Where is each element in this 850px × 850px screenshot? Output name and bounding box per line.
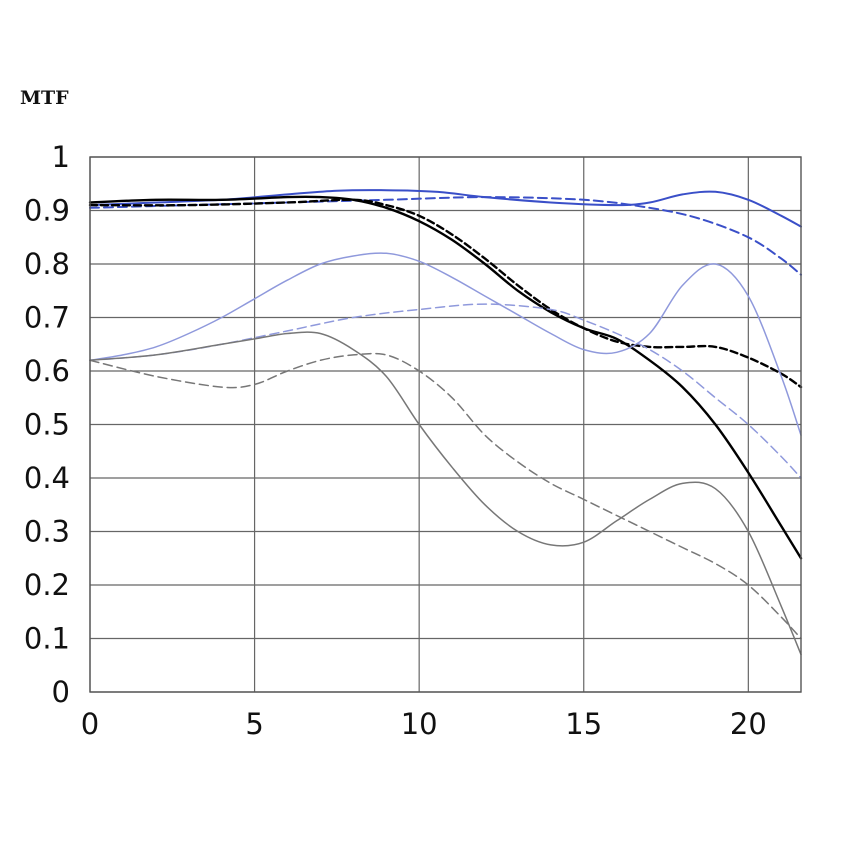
series-lightblue-solid [89, 252, 802, 436]
y-tick-label-7: 0.7 [24, 301, 70, 335]
series-gray-solid [89, 331, 802, 656]
series-layer [88, 189, 803, 656]
x-tick-labels: 0 5 10 15 20 [81, 707, 767, 741]
series-lightblue-dashed [89, 303, 802, 479]
grid [89, 156, 801, 693]
y-tick-label-0: 0 [52, 675, 70, 709]
y-axis-title: MTF [20, 87, 69, 109]
series-gray-dashed [89, 352, 802, 640]
x-tick-label-2: 10 [401, 707, 438, 741]
y-tick-label-10: 1 [52, 140, 70, 174]
y-tick-label-8: 0.8 [24, 247, 70, 281]
y-tick-label-5: 0.5 [24, 408, 70, 442]
x-tick-label-3: 15 [565, 707, 602, 741]
y-tick-labels: 0 0.1 0.2 0.3 0.4 0.5 0.6 0.7 0.8 0.9 1 [24, 140, 70, 709]
series-black-dashed [88, 198, 803, 389]
series-black-solid [88, 195, 803, 560]
x-tick-label-1: 5 [245, 707, 263, 741]
series-blue-solid [89, 189, 802, 228]
y-tick-label-4: 0.4 [24, 461, 70, 495]
plot-frame [89, 156, 802, 693]
x-tick-label-0: 0 [81, 707, 99, 741]
y-tick-label-1: 0.1 [24, 622, 70, 656]
y-tick-label-3: 0.3 [24, 515, 70, 549]
y-tick-label-6: 0.6 [24, 354, 70, 388]
x-tick-label-4: 20 [730, 707, 767, 741]
y-tick-label-2: 0.2 [24, 568, 70, 602]
y-tick-label-9: 0.9 [24, 194, 70, 228]
